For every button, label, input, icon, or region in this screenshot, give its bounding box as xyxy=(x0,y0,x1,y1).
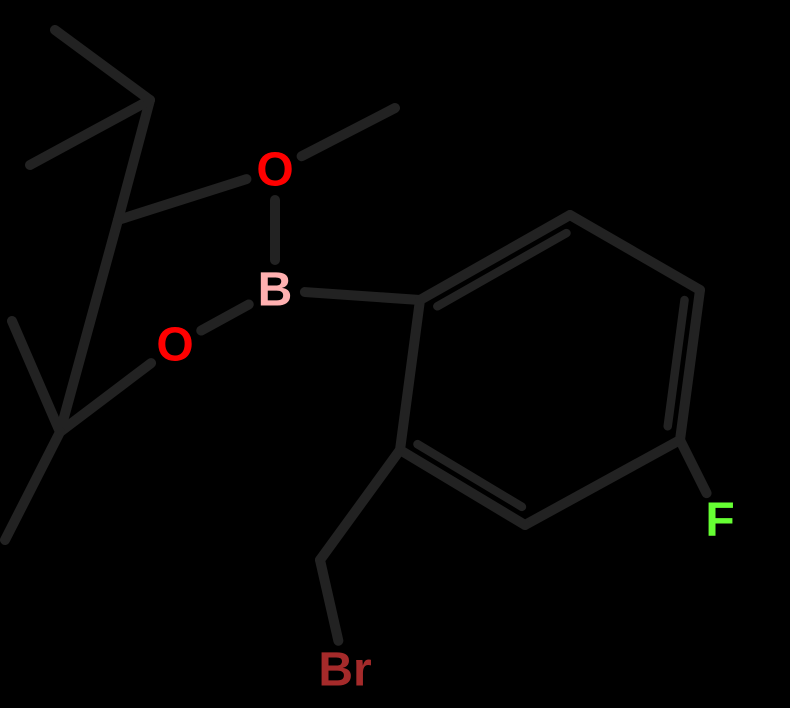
bonds-group xyxy=(5,30,707,641)
atom-label-o2: O xyxy=(156,319,193,372)
atom-label-o1: O xyxy=(256,144,293,197)
atom-label-f: F xyxy=(705,494,734,547)
atom-label-b: B xyxy=(258,264,293,317)
atoms-group: O B O Br F xyxy=(156,144,734,697)
molecule-diagram: O B O Br F xyxy=(0,0,790,708)
atom-label-br: Br xyxy=(318,644,371,697)
